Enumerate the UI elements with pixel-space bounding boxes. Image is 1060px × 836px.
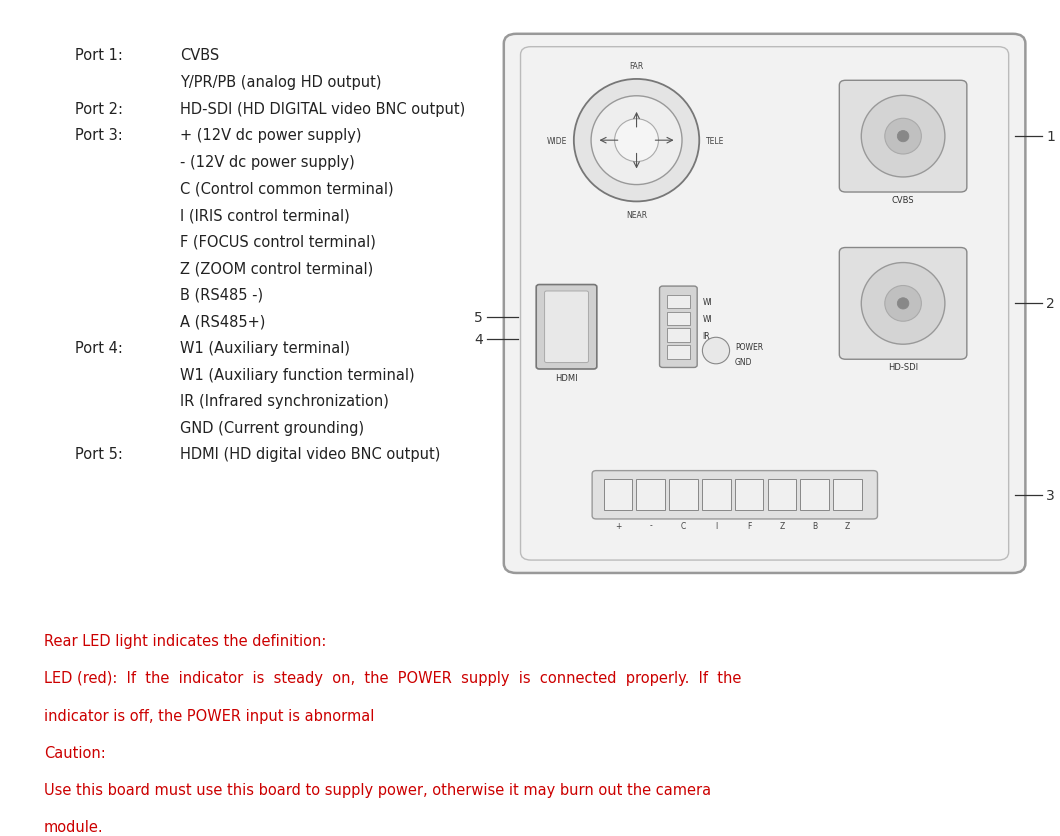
FancyBboxPatch shape (840, 81, 967, 193)
Text: Port 4:: Port 4: (75, 340, 123, 355)
FancyBboxPatch shape (545, 292, 588, 363)
Ellipse shape (615, 120, 658, 162)
Text: POWER: POWER (735, 343, 763, 352)
Bar (669, 480, 697, 511)
Text: -: - (650, 521, 652, 530)
Bar (636, 480, 665, 511)
Text: Y/PR/PB (analog HD output): Y/PR/PB (analog HD output) (180, 75, 382, 90)
Text: C (Control common terminal): C (Control common terminal) (180, 181, 393, 196)
Bar (833, 480, 862, 511)
Text: Caution:: Caution: (43, 745, 106, 760)
Text: F (FOCUS control terminal): F (FOCUS control terminal) (180, 234, 375, 249)
Text: module.: module. (43, 818, 104, 833)
Text: HDMI: HDMI (555, 374, 578, 383)
Text: W1 (Auxiliary terminal): W1 (Auxiliary terminal) (180, 340, 350, 355)
Bar (702, 480, 730, 511)
Text: GND: GND (735, 358, 753, 367)
Text: HDMI (HD digital video BNC output): HDMI (HD digital video BNC output) (180, 447, 440, 461)
Text: Use this board must use this board to supply power, otherwise it may burn out th: Use this board must use this board to su… (43, 782, 711, 797)
Bar (603, 480, 632, 511)
Bar (667, 346, 690, 359)
Text: B (RS485 -): B (RS485 -) (180, 288, 263, 303)
Bar (667, 296, 690, 309)
Text: I (IRIS control terminal): I (IRIS control terminal) (180, 208, 350, 223)
Text: Rear LED light indicates the definition:: Rear LED light indicates the definition: (43, 634, 326, 649)
Text: LED (red):  If  the  indicator  is  steady  on,  the  POWER  supply  is  connect: LED (red): If the indicator is steady on… (43, 670, 741, 686)
Text: 2: 2 (1046, 297, 1055, 311)
FancyBboxPatch shape (659, 287, 697, 368)
Text: WIDE: WIDE (547, 136, 567, 145)
Ellipse shape (862, 96, 944, 178)
Text: W1 (Auxiliary function terminal): W1 (Auxiliary function terminal) (180, 367, 414, 382)
Ellipse shape (898, 298, 908, 309)
Text: GND (Current grounding): GND (Current grounding) (180, 421, 364, 436)
Text: Z: Z (779, 521, 784, 530)
Text: IR: IR (703, 331, 710, 340)
Bar (667, 313, 690, 326)
Text: NEAR: NEAR (626, 211, 647, 220)
Text: IR (Infrared synchronization): IR (Infrared synchronization) (180, 394, 389, 409)
Bar (767, 480, 796, 511)
Text: B: B (812, 521, 817, 530)
Bar (667, 329, 690, 343)
Ellipse shape (898, 131, 908, 143)
Bar (735, 480, 763, 511)
Text: +: + (615, 521, 621, 530)
Text: FAR: FAR (630, 63, 643, 71)
FancyBboxPatch shape (840, 248, 967, 359)
Text: Port 2:: Port 2: (75, 101, 123, 116)
FancyBboxPatch shape (536, 285, 597, 370)
Text: A (RS485+): A (RS485+) (180, 314, 265, 329)
Text: Z (ZOOM control terminal): Z (ZOOM control terminal) (180, 261, 373, 276)
Ellipse shape (703, 338, 729, 364)
Text: 4: 4 (474, 333, 483, 346)
Text: 3: 3 (1046, 488, 1055, 502)
Bar (800, 480, 829, 511)
Text: TELE: TELE (706, 136, 724, 145)
Text: - (12V dc power supply): - (12V dc power supply) (180, 155, 354, 170)
Ellipse shape (885, 120, 921, 155)
FancyBboxPatch shape (504, 35, 1025, 573)
Ellipse shape (573, 80, 700, 202)
Text: + (12V dc power supply): + (12V dc power supply) (180, 128, 361, 143)
Text: I: I (716, 521, 718, 530)
Text: CVBS: CVBS (891, 196, 915, 205)
Ellipse shape (591, 97, 682, 186)
Ellipse shape (862, 263, 944, 344)
Text: Z: Z (845, 521, 850, 530)
Ellipse shape (885, 286, 921, 322)
Text: CVBS: CVBS (180, 48, 219, 64)
FancyBboxPatch shape (520, 48, 1009, 560)
Text: Port 1:: Port 1: (75, 48, 123, 64)
Text: C: C (681, 521, 686, 530)
Text: 1: 1 (1046, 130, 1055, 144)
Text: F: F (747, 521, 752, 530)
Text: 5: 5 (474, 311, 483, 324)
Text: HD-SDI (HD DIGITAL video BNC output): HD-SDI (HD DIGITAL video BNC output) (180, 101, 465, 116)
Text: indicator is off, the POWER input is abnormal: indicator is off, the POWER input is abn… (43, 708, 374, 722)
Text: Port 3:: Port 3: (75, 128, 123, 143)
Text: Port 5:: Port 5: (75, 447, 123, 461)
Text: HD-SDI: HD-SDI (888, 363, 918, 372)
FancyBboxPatch shape (593, 471, 878, 519)
Text: WI: WI (703, 314, 712, 324)
Text: WI: WI (703, 298, 712, 307)
